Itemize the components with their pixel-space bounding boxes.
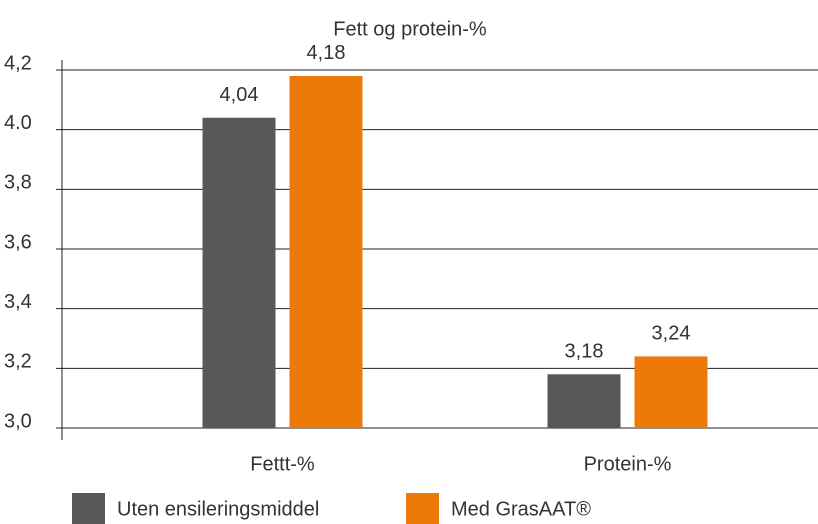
- x-tick-label: Fettt-%: [250, 453, 315, 475]
- bar: [634, 356, 708, 428]
- legend-label: Uten ensileringsmiddel: [117, 498, 319, 520]
- bar: [289, 75, 363, 428]
- legend-swatch: [72, 493, 105, 524]
- value-label: 3,24: [652, 323, 691, 345]
- value-label: 3,18: [565, 341, 604, 363]
- value-label: 4,04: [220, 84, 259, 106]
- y-tick-label: 3,4: [4, 291, 32, 313]
- x-tick-label: Protein-%: [584, 453, 672, 475]
- bar: [547, 374, 621, 428]
- chart-title: Fett og protein-%: [333, 18, 487, 40]
- y-tick-label: 4,2: [4, 52, 32, 74]
- y-tick-label: 3,6: [4, 231, 32, 253]
- legend-swatch: [406, 493, 439, 524]
- legend-label: Med GrasAAT®: [451, 498, 591, 520]
- y-tick-label: 3,2: [4, 351, 32, 373]
- y-tick-label: 3,0: [4, 410, 32, 432]
- value-label: 4,18: [307, 42, 346, 64]
- y-tick-label: 3,8: [4, 172, 32, 194]
- bar: [202, 117, 276, 428]
- y-tick-label: 4.0: [4, 112, 32, 134]
